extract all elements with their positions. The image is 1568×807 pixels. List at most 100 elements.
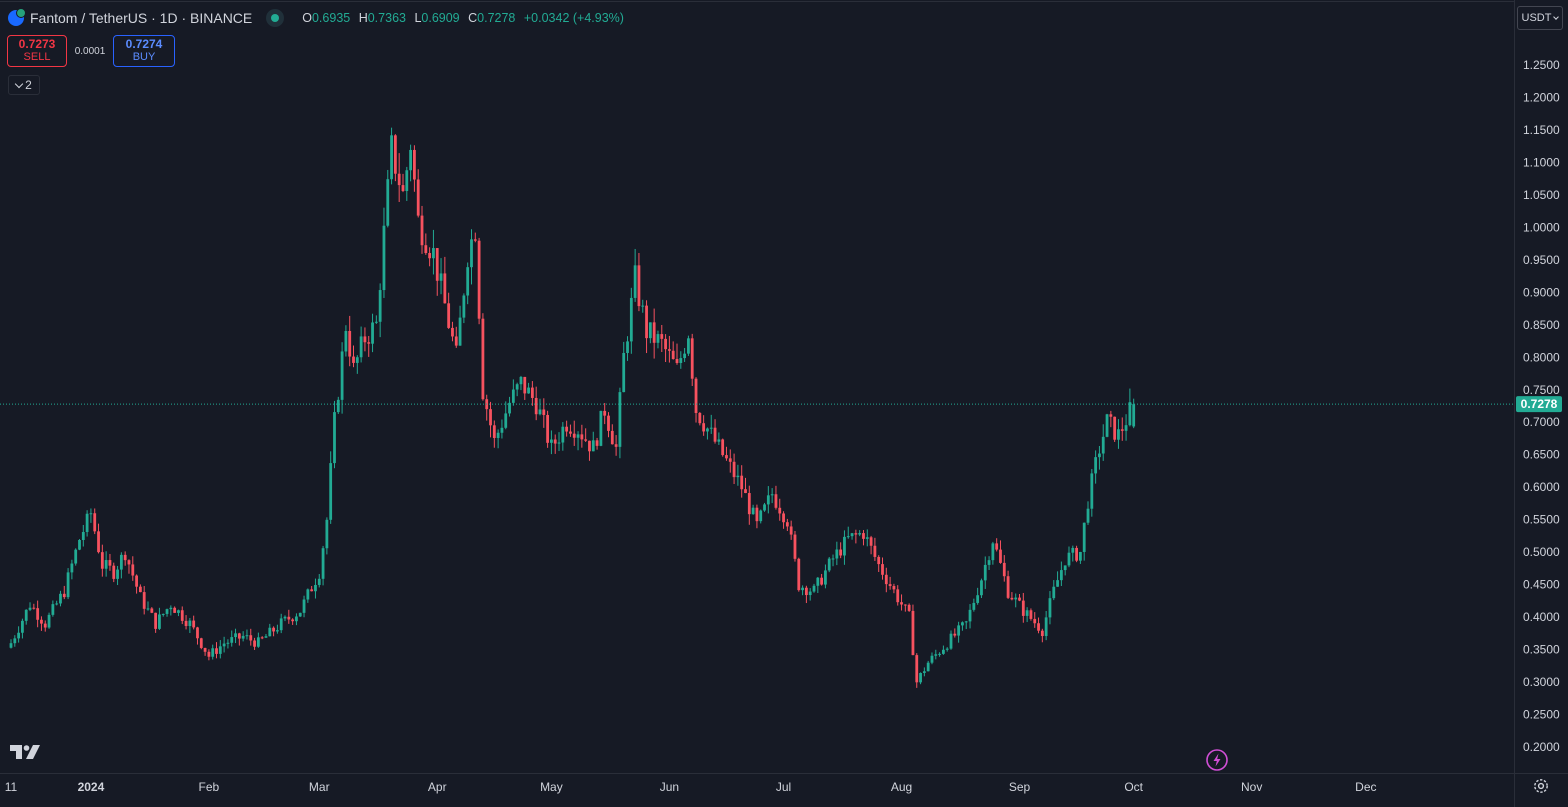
candle-body	[922, 671, 926, 673]
time-tick-label: Feb	[199, 780, 220, 794]
candle-body	[766, 495, 770, 505]
candle	[119, 552, 123, 579]
candle-body	[941, 649, 945, 654]
candle-body	[138, 586, 142, 593]
candle-body	[173, 607, 177, 613]
candle	[641, 299, 645, 313]
candle	[976, 587, 980, 605]
candle	[972, 598, 976, 612]
candle-body	[51, 604, 55, 615]
candle-body	[302, 599, 306, 613]
candle-body	[759, 510, 763, 522]
indicators-toggle-button[interactable]: 2	[8, 75, 40, 95]
candle-body	[1098, 453, 1101, 458]
candle	[911, 604, 915, 656]
candle-body	[382, 225, 386, 291]
candle-body	[333, 412, 336, 464]
candle	[968, 604, 972, 629]
candle-body	[824, 570, 827, 585]
candle-body	[744, 489, 747, 494]
candle-body	[747, 493, 751, 515]
candle-body	[177, 610, 180, 613]
candle	[1002, 555, 1006, 582]
tradingview-logo-icon[interactable]	[10, 744, 42, 760]
candle-body	[1094, 457, 1098, 474]
close-key: C	[468, 11, 478, 25]
candle	[679, 351, 683, 369]
symbol-legend: Fantom / TetherUS · 1D · BINANCE O0.6935…	[8, 8, 624, 28]
candle-body	[230, 637, 234, 643]
candle	[340, 342, 344, 414]
buy-button[interactable]: 0.7274 BUY	[113, 35, 175, 67]
candle-body	[100, 552, 104, 569]
candle	[1105, 413, 1109, 438]
candle	[877, 555, 881, 572]
candle-body	[515, 384, 519, 390]
candle	[158, 607, 161, 630]
candle	[428, 247, 432, 267]
candle-body	[1086, 508, 1090, 523]
market-status[interactable]	[266, 9, 285, 27]
sell-button[interactable]: 0.7273 SELL	[7, 35, 67, 67]
candle	[515, 382, 519, 397]
candle	[873, 537, 877, 561]
candle-body	[957, 625, 961, 636]
candle	[378, 283, 382, 338]
candle-body	[1014, 597, 1018, 600]
price-tick-label: 0.9000	[1523, 285, 1560, 299]
price-tick-label: 0.5500	[1523, 513, 1560, 527]
candle	[135, 574, 138, 594]
lightning-bolt-icon[interactable]	[1206, 749, 1228, 771]
candle-body	[287, 616, 291, 620]
candle	[1128, 388, 1132, 427]
symbol-title[interactable]: Fantom / TetherUS · 1D · BINANCE	[30, 10, 253, 26]
candle-body	[599, 410, 603, 446]
gear-icon[interactable]	[1532, 777, 1550, 795]
candle	[812, 583, 816, 593]
candle-body	[1067, 552, 1071, 566]
candle	[706, 427, 709, 440]
candle	[416, 169, 420, 218]
candle	[576, 431, 580, 451]
candle	[1075, 545, 1078, 563]
candle	[283, 615, 287, 622]
price-tick-label: 1.2500	[1523, 58, 1560, 72]
candle	[241, 631, 245, 642]
candle	[751, 504, 755, 515]
time-scale[interactable]: 11 2024 Feb Mar Apr May Jun Jul Aug Sep Oct Nov Dec	[5, 780, 1377, 794]
candle	[789, 520, 793, 540]
candle	[443, 256, 447, 304]
candle-body	[112, 565, 116, 579]
candle	[348, 315, 352, 367]
candle-body	[9, 643, 13, 648]
candle-body	[36, 608, 40, 620]
candle-body	[1117, 429, 1120, 440]
last-price-badge	[1516, 396, 1562, 413]
currency-selector[interactable]: USDT	[1517, 6, 1563, 30]
candle	[709, 414, 713, 434]
candle-body	[378, 290, 382, 322]
candle	[804, 585, 808, 604]
candle	[1010, 592, 1014, 601]
candle	[470, 229, 473, 285]
price-scale[interactable]: 1.2500 1.2000 1.1500 1.1000 1.0500 1.0000 0.95…	[1515, 0, 1568, 773]
time-tick-label: Dec	[1355, 780, 1376, 794]
candle	[1071, 545, 1075, 562]
time-tick-label: May	[540, 780, 563, 794]
candle-body	[413, 149, 416, 180]
price-tick-label: 0.2000	[1523, 740, 1560, 754]
close-value: 0.7278	[477, 11, 516, 25]
candle	[207, 649, 211, 661]
candle	[633, 248, 637, 302]
candle	[1067, 546, 1071, 568]
candle	[656, 330, 660, 349]
candle-body	[755, 507, 759, 522]
candle-body	[614, 444, 618, 447]
candle-body	[420, 215, 424, 246]
candle	[237, 632, 241, 646]
candle	[588, 440, 591, 461]
candle-body	[432, 248, 435, 259]
